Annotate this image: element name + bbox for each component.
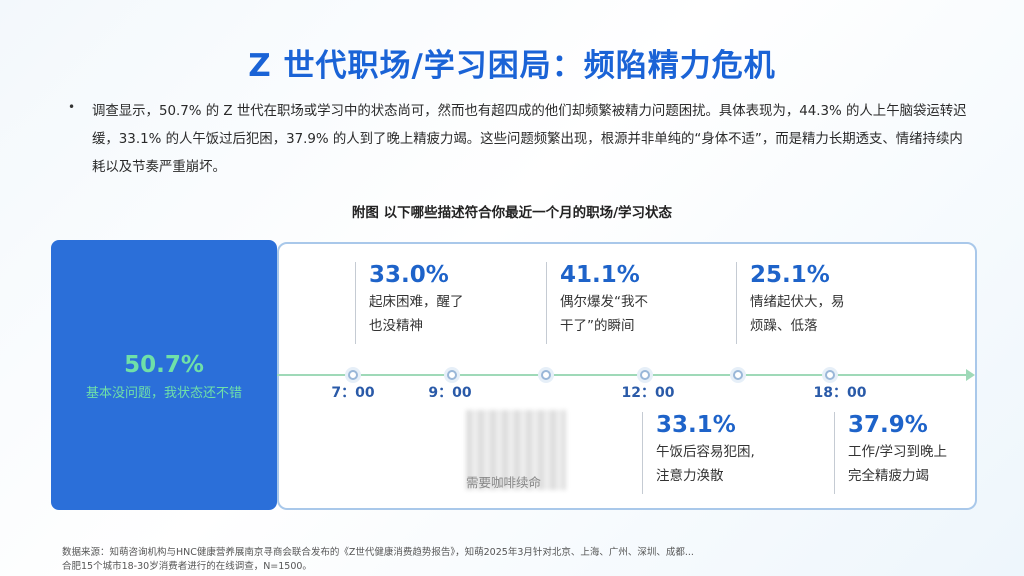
source-line: 合肥15个城市18-30岁消费者进行的在线调查，N=1500。 xyxy=(62,561,312,572)
stat-percent: 25.1% xyxy=(750,262,830,288)
summary-card xyxy=(51,240,277,510)
timeline-axis xyxy=(277,374,969,376)
stat-desc-line: 烦躁、低落 xyxy=(750,318,818,334)
stat-percent: 33.1% xyxy=(656,412,736,438)
stat-desc-line: 午饭后容易犯困, xyxy=(656,444,755,460)
stat-desc-line: 注意力涣散 xyxy=(656,468,724,484)
stat-percent: 37.9% xyxy=(848,412,928,438)
stat-percent: 41.1% xyxy=(560,262,640,288)
tick-label-12: 12：00 xyxy=(621,385,675,401)
stat-desc-line: 工作/学习到晚上 xyxy=(848,444,948,460)
data-source-note: 数据来源：知萌咨询机构与HNC健康营养展南京寻商会联合发布的《Z世代健康消费趋势… xyxy=(62,546,742,574)
timeline-node xyxy=(447,370,457,380)
summary-percent: 50.7% xyxy=(124,352,204,378)
axis-arrow-icon xyxy=(966,369,975,381)
timeline-node xyxy=(541,370,551,380)
timeline-node xyxy=(348,370,358,380)
timeline-card xyxy=(277,242,977,510)
summary-label: 基本没问题，我状态还不错 xyxy=(85,386,242,401)
bullet-icon: • xyxy=(68,100,76,114)
blurred-region xyxy=(466,410,566,490)
stat-desc-line: 情绪起伏大，易 xyxy=(750,294,845,310)
figure-title: 附图 以下哪些描述符合你最近一个月的职场/学习状态 xyxy=(351,205,673,221)
timeline-node xyxy=(733,370,743,380)
stat-desc-line: 干了”的瞬间 xyxy=(560,318,635,334)
source-line: 数据来源：知萌咨询机构与HNC健康营养展南京寻商会联合发布的《Z世代健康消费趋势… xyxy=(62,547,694,558)
intro-paragraph: 调查显示，50.7% 的 Z 世代在职场或学习中的状态尚可，然而也有超四成的他们… xyxy=(92,104,967,175)
stat-desc-line: 完全精疲力竭 xyxy=(848,468,929,484)
tick-label-9: 9：00 xyxy=(428,385,472,401)
timeline-node xyxy=(825,370,835,380)
tick-label-18: 18：00 xyxy=(813,385,867,401)
page-title: Z 世代职场/学习困局：频陷精力危机 xyxy=(248,48,776,84)
stat-desc-line: 偶尔爆发“我不 xyxy=(560,294,648,310)
stat-desc-line: 起床困难，醒了 xyxy=(369,294,464,310)
obscured-stat-text: 需要咖啡续命 xyxy=(466,475,542,490)
stat-desc-line: 也没精神 xyxy=(369,318,423,334)
timeline-node xyxy=(640,370,650,380)
stat-percent: 33.0% xyxy=(369,262,449,288)
tick-label-7: 7：00 xyxy=(331,385,375,401)
